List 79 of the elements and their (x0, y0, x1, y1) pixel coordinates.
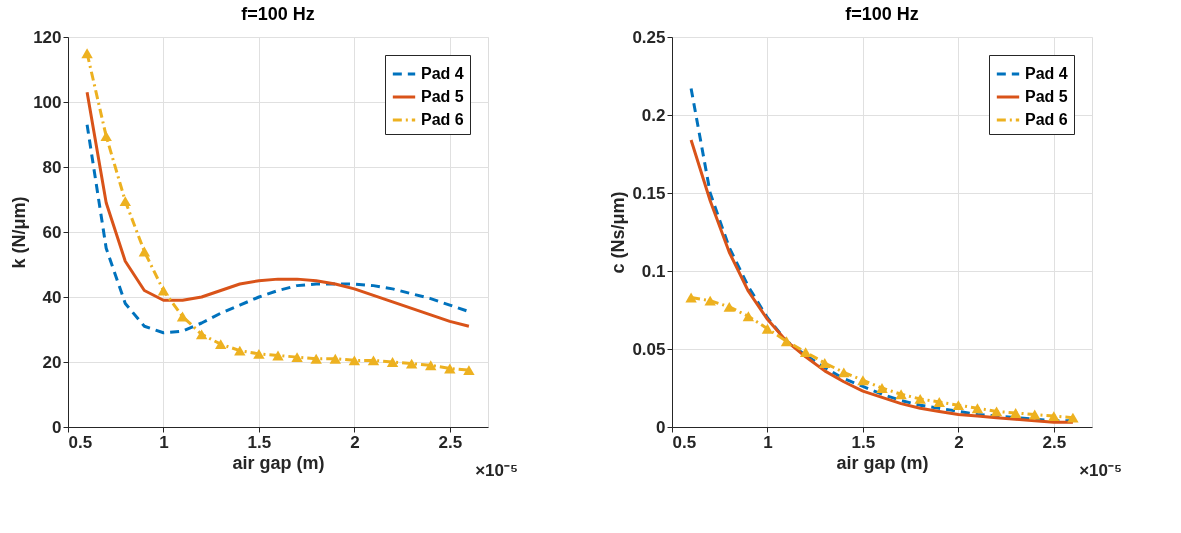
point (857, 375, 869, 386)
y-tick-label: 100 (33, 92, 62, 112)
x-tick-label: 0.5 (68, 432, 93, 452)
y-tick-label: 120 (33, 27, 62, 47)
x-tick-label: 0.5 (672, 432, 697, 452)
line-series (85, 90, 471, 328)
legend-label: Pad 5 (1025, 88, 1068, 105)
point (780, 336, 793, 347)
point (895, 389, 907, 400)
point (799, 347, 812, 358)
x-tick-label: 2.5 (438, 432, 463, 452)
x-tick-label: 2 (954, 432, 964, 452)
text: ×10⁻⁵ (1079, 461, 1122, 480)
y-tick-label: 0.05 (632, 339, 666, 359)
chart-title: f=100 Hz (241, 4, 315, 24)
point (704, 295, 716, 306)
x-tick-label: 2 (350, 432, 360, 452)
x-tick-label: 1.5 (247, 432, 272, 452)
point (234, 345, 246, 356)
x-axis-title: air gap (m) (232, 452, 325, 473)
chart-title: f=100 Hz (845, 4, 919, 24)
point (1029, 409, 1041, 420)
point (1067, 412, 1079, 423)
point (138, 246, 151, 257)
text: ×10⁻⁵ (475, 461, 518, 480)
legend-label: Pad 6 (1025, 111, 1068, 128)
point (723, 301, 735, 312)
y-tick-label: 0.25 (632, 27, 666, 47)
point (819, 358, 831, 368)
point (348, 355, 361, 366)
point (157, 285, 170, 296)
point (971, 403, 984, 414)
point (272, 350, 284, 361)
y-axis-title: c (Ns/μm) (608, 191, 629, 274)
point (1009, 408, 1022, 418)
point (761, 323, 774, 334)
x-tick-label: 1 (159, 432, 169, 452)
legend-label: Pad 4 (1025, 65, 1068, 82)
y-tick-label: 0.1 (641, 261, 666, 281)
point (876, 383, 888, 393)
point (310, 353, 322, 364)
x-tick-label: 1 (763, 432, 773, 452)
point (838, 367, 850, 378)
point (990, 406, 1003, 417)
point (1048, 411, 1060, 422)
point (685, 292, 697, 303)
y-tick-label: 60 (42, 222, 62, 242)
point (119, 196, 131, 207)
y-tick-label: 0 (52, 417, 62, 437)
point (215, 339, 227, 350)
point (253, 348, 265, 359)
point (952, 400, 965, 411)
point (463, 365, 475, 376)
y-tick-label: 40 (42, 287, 62, 307)
point (386, 357, 399, 367)
legend-label: Pad 5 (421, 88, 464, 105)
point (81, 48, 93, 59)
point (195, 329, 208, 340)
point (329, 353, 341, 364)
point (291, 352, 303, 363)
point (100, 131, 112, 142)
y-axis-title: k (N/μm) (9, 196, 30, 269)
y-tick-label: 80 (42, 157, 62, 177)
x-tick-label: 1.5 (851, 432, 876, 452)
point (933, 397, 945, 407)
point (367, 355, 380, 366)
legend-label: Pad 4 (421, 65, 464, 82)
point (914, 393, 926, 404)
point (425, 360, 437, 371)
point (405, 358, 418, 369)
y-tick-label: 20 (42, 352, 62, 372)
x-tick-label: 2.5 (1042, 432, 1067, 452)
x-axis-title: air gap (m) (836, 452, 929, 473)
y-tick-label: 0.2 (641, 105, 666, 125)
point (444, 363, 456, 374)
legend-label: Pad 6 (421, 111, 464, 128)
y-tick-label: 0.15 (632, 183, 666, 203)
y-tick-label: 0 (656, 417, 666, 437)
point (742, 311, 755, 322)
